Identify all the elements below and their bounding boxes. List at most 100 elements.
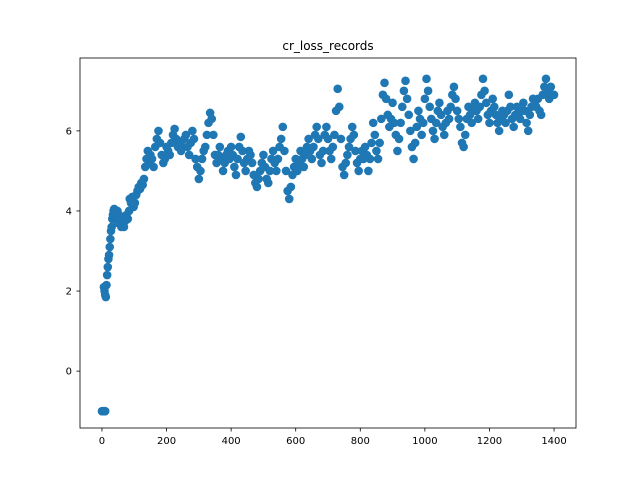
data-point	[480, 86, 489, 96]
data-point	[423, 86, 433, 96]
data-point	[536, 110, 546, 120]
data-point	[330, 130, 339, 140]
data-point	[451, 94, 460, 104]
data-point	[165, 150, 175, 160]
data-point	[268, 146, 278, 156]
data-point	[485, 118, 494, 128]
data-point	[333, 84, 342, 94]
data-point	[123, 214, 133, 224]
data-point	[501, 118, 510, 128]
data-point	[101, 292, 111, 302]
data-point	[241, 166, 250, 176]
data-point	[336, 134, 346, 144]
data-point	[343, 150, 352, 160]
data-point	[430, 134, 439, 144]
data-point	[181, 130, 191, 140]
data-point	[312, 122, 322, 132]
data-point	[202, 130, 212, 140]
y-tick-label: 4	[66, 206, 72, 217]
data-point	[215, 142, 225, 152]
data-point	[107, 222, 116, 232]
data-point	[278, 122, 288, 132]
data-point	[226, 142, 236, 152]
data-point	[103, 262, 113, 272]
data-point	[372, 146, 381, 156]
data-point	[349, 130, 359, 140]
data-point	[247, 158, 257, 168]
data-point	[490, 102, 499, 112]
data-point	[446, 102, 456, 112]
data-point	[381, 94, 391, 104]
data-point	[326, 154, 336, 164]
data-point	[473, 114, 483, 124]
data-point	[410, 138, 420, 148]
data-point	[323, 134, 333, 144]
axes-frame	[79, 57, 577, 429]
data-point	[376, 114, 386, 124]
x-tick-label: 200	[157, 436, 176, 447]
data-point	[519, 98, 528, 108]
data-point	[233, 154, 242, 164]
x-tick-label: 800	[351, 436, 370, 447]
axes-layer	[79, 57, 577, 429]
data-point	[402, 94, 412, 104]
data-point	[509, 122, 518, 132]
data-point	[106, 234, 115, 244]
data-point	[525, 110, 535, 120]
data-point	[449, 82, 459, 92]
data-point	[417, 130, 426, 140]
points-layer	[97, 74, 559, 416]
data-point	[130, 198, 140, 208]
data-point	[375, 138, 384, 148]
data-point	[100, 406, 110, 416]
data-point	[265, 166, 275, 176]
data-point	[307, 154, 317, 164]
data-point	[252, 182, 262, 192]
data-point	[154, 126, 163, 136]
x-tick-label: 400	[222, 436, 241, 447]
data-point	[354, 166, 363, 176]
y-axis-ticks: 0 2 4 6	[66, 126, 80, 378]
data-point	[541, 74, 551, 84]
data-point	[396, 118, 405, 128]
data-point	[367, 138, 376, 148]
data-point	[444, 114, 454, 124]
data-point	[231, 170, 241, 180]
x-tick-label: 1000	[412, 436, 437, 447]
data-point	[344, 142, 354, 152]
data-point	[200, 142, 210, 152]
data-point	[406, 126, 415, 136]
data-point	[467, 118, 477, 128]
data-point	[191, 154, 200, 164]
data-point	[196, 166, 205, 176]
data-point	[197, 154, 207, 164]
data-point	[102, 280, 111, 290]
data-point	[194, 174, 204, 184]
data-point	[341, 158, 351, 168]
data-point	[439, 130, 449, 140]
data-point	[393, 146, 402, 156]
data-point	[412, 122, 422, 132]
data-point	[478, 74, 488, 84]
data-point	[139, 174, 149, 184]
data-point	[155, 138, 165, 148]
data-point	[238, 146, 247, 156]
data-point	[189, 134, 199, 144]
chart-title: cr_loss_records	[282, 39, 373, 53]
data-point	[309, 142, 318, 152]
data-point	[318, 146, 328, 156]
data-point	[420, 94, 430, 104]
data-point	[365, 154, 375, 164]
data-point	[339, 170, 349, 180]
data-point	[273, 154, 283, 164]
data-point	[322, 122, 331, 132]
data-point	[456, 122, 465, 132]
data-point	[207, 114, 217, 124]
data-point	[488, 94, 497, 104]
x-axis-ticks: 0 200 400 600 800 1000 1200 1400	[99, 428, 567, 447]
data-point	[373, 154, 383, 164]
data-point	[414, 106, 423, 116]
data-point	[184, 150, 194, 160]
data-point	[523, 126, 533, 136]
